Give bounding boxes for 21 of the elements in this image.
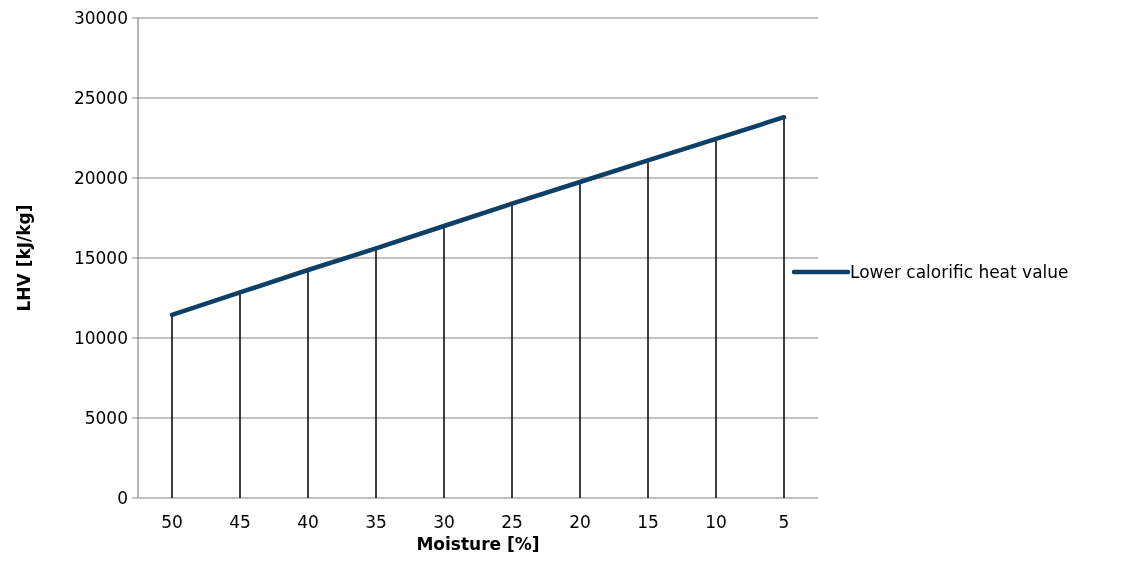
y-tick-label: 10000 bbox=[73, 327, 128, 348]
y-tick-label: 20000 bbox=[73, 167, 128, 188]
x-tick-label: 40 bbox=[297, 512, 319, 532]
x-tick-label: 20 bbox=[569, 512, 591, 532]
y-axis-title: LHV [kJ/kg] bbox=[14, 204, 34, 312]
line-series bbox=[169, 114, 787, 318]
y-tick-label: 15000 bbox=[73, 247, 128, 268]
y-tick-label: 30000 bbox=[73, 7, 128, 28]
x-tick-label: 30 bbox=[433, 512, 455, 532]
y-tick-label: 0 bbox=[117, 487, 128, 508]
x-tick-label: 10 bbox=[705, 512, 727, 532]
legend-label: Lower calorific heat value bbox=[850, 261, 1069, 282]
y-tick-label: 25000 bbox=[73, 87, 128, 108]
x-tick-label: 50 bbox=[161, 512, 183, 532]
x-axis-title: Moisture [%] bbox=[416, 534, 540, 554]
x-tick-label: 45 bbox=[229, 512, 251, 532]
x-tick-label: 35 bbox=[365, 512, 387, 532]
x-tick-label: 5 bbox=[778, 512, 790, 532]
x-tick-label: 15 bbox=[637, 512, 659, 532]
y-tick-label: 5000 bbox=[84, 407, 128, 428]
x-tick-label: 25 bbox=[501, 512, 523, 532]
